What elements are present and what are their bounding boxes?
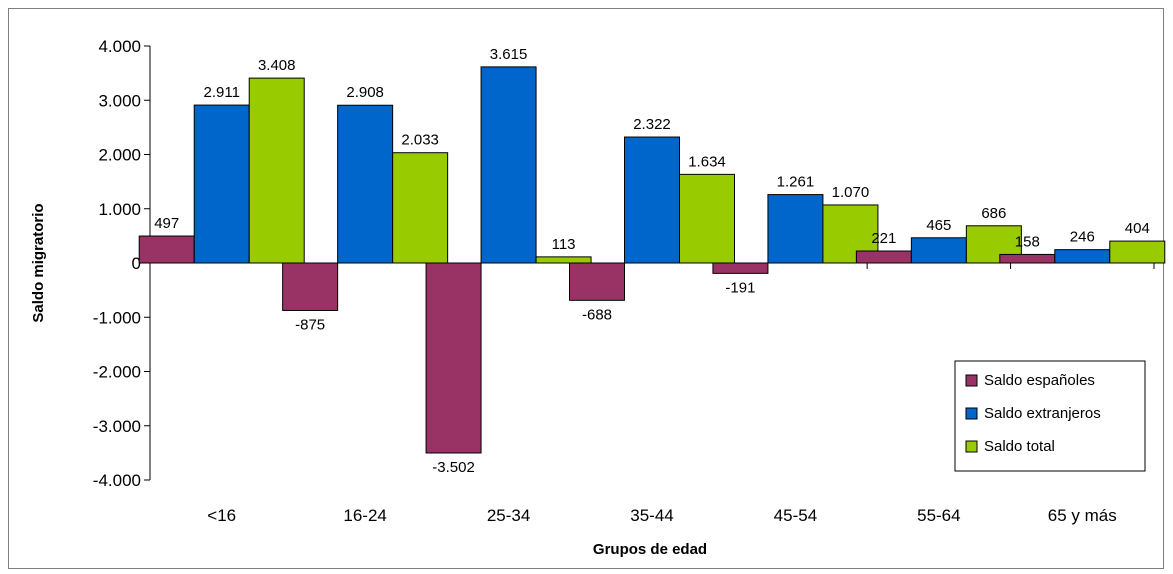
bar [425,262,482,454]
legend-swatch [965,440,978,453]
y-axis-title: Saldo migratorio [30,203,47,322]
bar [767,194,824,264]
bar [679,173,735,264]
data-label: 1.634 [688,153,726,170]
legend-label: Saldo total [984,438,1055,455]
data-label: 3.615 [490,46,528,63]
data-label: -3.502 [432,459,475,476]
data-label: 686 [981,205,1006,222]
bar [337,104,394,264]
data-label: -191 [725,279,755,296]
data-label: 2.908 [346,84,384,101]
plot-area: -4.000 -3.000 -2.000 -1.000 0 1.000 2.000 3.000… [93,37,1166,525]
data-label: 113 [552,236,576,253]
bar [569,262,625,301]
bar [910,237,967,264]
bar [392,152,449,264]
bar [282,262,339,311]
y-tick-label: 0 [132,254,141,273]
bar [855,250,912,264]
x-tick-label: <16 [207,506,236,525]
data-label: -688 [582,306,612,323]
x-tick-label: 35-44 [630,506,673,525]
data-label: 465 [926,217,951,234]
data-label: 3.408 [258,57,296,74]
bar [1109,240,1166,264]
y-tick-label: 1.000 [98,200,141,219]
data-label: 246 [1070,229,1095,246]
legend-label: Saldo extranjeros [984,405,1101,422]
bar [138,235,195,264]
legend-swatch [965,374,978,387]
data-label: 2.322 [633,116,671,133]
bar [535,256,592,264]
data-label: 497 [154,215,179,232]
x-tick-label: 65 y más [1048,506,1117,525]
y-tick-label: 4.000 [98,37,141,56]
data-label: 2.911 [203,84,239,101]
bar [624,136,680,264]
legend: Saldo españoles Saldo extranjeros Saldo to… [954,360,1146,472]
data-label: -875 [295,316,325,333]
y-tick-label: -3.000 [93,417,141,436]
data-label: 158 [1015,233,1040,250]
data-label: 221 [871,230,896,247]
y-tick-label: 2.000 [98,146,141,165]
legend-label: Saldo españoles [984,372,1095,389]
data-label: 404 [1125,220,1150,237]
bar [1054,249,1111,264]
legend-box [954,360,1146,472]
bar [712,262,769,274]
y-tick-label: -4.000 [93,471,141,490]
x-tick-label: 16-24 [343,506,386,525]
x-tick-label: 25-34 [487,506,530,525]
bar [193,104,250,264]
y-tick-label: -1.000 [93,308,141,327]
x-tick-label: 55-64 [917,506,960,525]
bar [248,77,305,264]
y-tick-label: 3.000 [98,91,141,110]
data-label: 1.070 [832,184,870,201]
bar [480,66,537,264]
bar [999,253,1056,264]
x-axis-title: Grupos de edad [593,541,707,558]
x-tick-label: 45-54 [774,506,817,525]
legend-swatch [965,407,978,420]
y-tick-label: -2.000 [93,363,141,382]
data-label: 1.261 [777,174,815,191]
data-label: 2.033 [401,132,439,149]
